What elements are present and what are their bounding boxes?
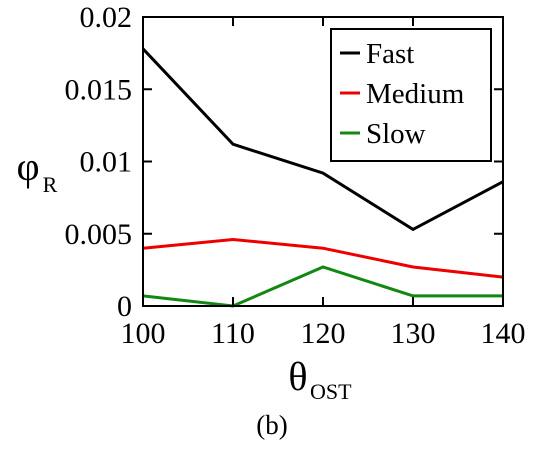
y-tick-label: 0.01 bbox=[80, 146, 133, 179]
y-axis-title-main: φ bbox=[16, 144, 39, 189]
y-tick-label: 0 bbox=[117, 290, 132, 323]
series-line-fast bbox=[141, 47, 504, 232]
series-layer bbox=[141, 47, 504, 308]
legend-box bbox=[330, 28, 492, 162]
series-line-slow bbox=[142, 265, 503, 308]
x-axis-title-sub: OST bbox=[310, 379, 352, 404]
x-axis-title-main: θ bbox=[288, 354, 307, 399]
y-axis-title-sub: R bbox=[43, 172, 58, 197]
x-tick-label: 140 bbox=[481, 317, 526, 350]
x-tick-label: 120 bbox=[301, 317, 346, 350]
ticks-layer: 100 110 120 130 140 0 0.005 0.01 0.015 0.02 bbox=[65, 1, 526, 350]
x-tick-label: 110 bbox=[211, 317, 255, 350]
x-tick-label: 100 bbox=[121, 317, 166, 350]
line-chart: 100 110 120 130 140 0 0.005 0.01 0.015 0.02 Fast M… bbox=[16, 1, 526, 404]
y-tick-label: 0.015 bbox=[65, 73, 133, 106]
x-tick-label: 130 bbox=[391, 317, 436, 350]
x-axis-title: θ OST bbox=[288, 354, 352, 404]
figure-caption: (b) bbox=[256, 410, 288, 440]
y-axis-title: φ R bbox=[16, 144, 57, 197]
legend-label-fast: Fast bbox=[366, 38, 414, 70]
y-tick-label: 0.005 bbox=[65, 218, 133, 251]
series-line-medium bbox=[142, 237, 504, 279]
legend: Fast Medium Slow bbox=[330, 28, 492, 162]
legend-label-medium: Medium bbox=[366, 78, 465, 110]
y-tick-label: 0.02 bbox=[80, 1, 133, 34]
legend-label-slow: Slow bbox=[366, 118, 426, 150]
